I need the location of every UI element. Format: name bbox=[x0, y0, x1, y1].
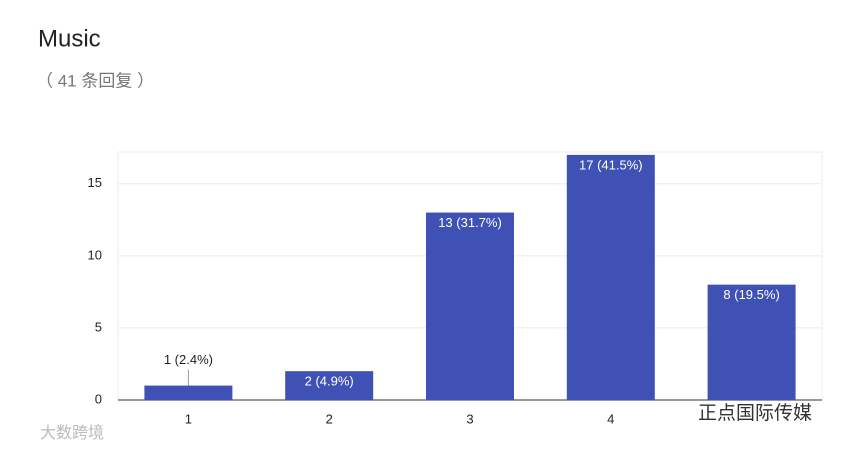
bar bbox=[566, 154, 655, 400]
data-label: 17 (41.5%) bbox=[579, 157, 643, 172]
bar bbox=[144, 385, 233, 400]
watermark: 大数跨境 bbox=[40, 423, 104, 442]
chart-subtitle: （ 41 条回复 ） bbox=[36, 71, 154, 90]
bar bbox=[285, 371, 374, 400]
data-label: 8 (19.5%) bbox=[723, 287, 779, 302]
x-tick-label: 2 bbox=[326, 411, 333, 426]
data-label: 13 (31.7%) bbox=[438, 215, 502, 230]
x-tick-label: 3 bbox=[466, 411, 473, 426]
data-label: 1 (2.4%) bbox=[164, 352, 213, 367]
chart-title: Music bbox=[38, 25, 101, 52]
y-tick-label: 0 bbox=[95, 391, 102, 406]
bar bbox=[707, 284, 796, 400]
x-tick-label: 4 bbox=[607, 411, 614, 426]
bar bbox=[426, 212, 514, 400]
data-label: 2 (4.9%) bbox=[305, 374, 354, 389]
y-tick-label: 10 bbox=[88, 247, 102, 262]
watermark: 正点国际传媒 bbox=[698, 402, 812, 424]
y-tick-label: 15 bbox=[88, 175, 102, 190]
x-tick-label: 1 bbox=[185, 411, 192, 426]
y-tick-label: 5 bbox=[95, 319, 102, 334]
